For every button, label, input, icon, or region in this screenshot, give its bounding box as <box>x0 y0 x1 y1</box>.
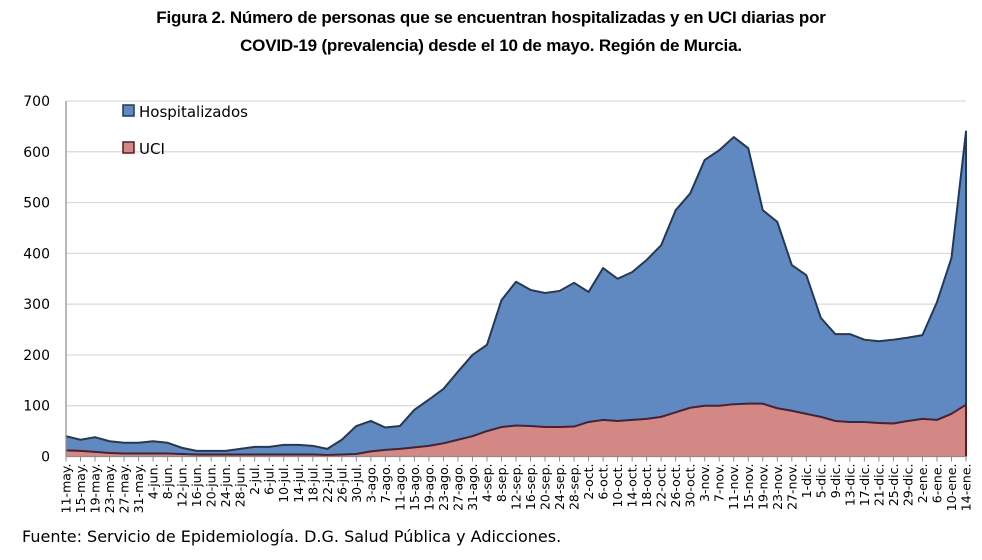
x-tick-label: 18-oct. <box>639 464 654 508</box>
x-tick-label: 8-sep. <box>494 464 509 503</box>
y-tick-label: 700 <box>23 94 50 110</box>
x-tick-label: 2-ene. <box>915 464 930 504</box>
x-tick-label: 15-may. <box>73 464 88 514</box>
x-tick-label: 2-jul. <box>247 464 262 495</box>
x-tick-label: 20-sep. <box>538 464 553 511</box>
x-tick-label: 28-sep. <box>567 464 582 511</box>
x-tick-label: 12-jun. <box>175 464 190 508</box>
legend-swatch-hospitalizados <box>122 104 135 117</box>
x-tick-label: 14-oct. <box>625 464 640 508</box>
chart-title-line-2: COVID-19 (prevalencia) desde el 10 de ma… <box>240 36 742 55</box>
x-tick-label: 11-nov. <box>726 464 741 510</box>
x-tick-label: 18-jul. <box>305 464 320 503</box>
x-axis-ticks: 11-may. 15-may. 19-may. 23-may. 27-may. 31-ma… <box>59 456 974 514</box>
x-tick-label: 13-dic. <box>842 464 857 507</box>
x-tick-label: 16-sep. <box>523 464 538 511</box>
line-uci <box>65 402 967 457</box>
x-tick-label: 6-oct. <box>596 464 611 500</box>
x-tick-label: 25-dic. <box>886 464 901 507</box>
x-tick-label: 23-nov. <box>770 464 785 510</box>
x-tick-label: 31-may. <box>131 464 146 514</box>
x-tick-label: 16-jun. <box>189 464 204 508</box>
x-tick-label: 30-oct. <box>683 464 698 508</box>
x-tick-label: 9-dic. <box>828 464 843 499</box>
x-tick-label: 14-jul. <box>291 464 306 503</box>
area-uci <box>66 403 966 457</box>
x-tick-label: 7-nov. <box>712 464 727 502</box>
x-tick-label: 24-jun. <box>218 464 233 508</box>
x-tick-label: 11-may. <box>59 464 74 514</box>
y-tick-label: 500 <box>23 196 50 212</box>
chart-title-line-1: Figura 2. Número de personas que se encu… <box>156 8 826 27</box>
x-tick-label: 4-jun. <box>146 464 161 500</box>
y-tick-label: 600 <box>23 145 50 161</box>
x-tick-label: 19-nov. <box>755 464 770 510</box>
x-tick-label: 11-ago. <box>392 464 407 511</box>
x-tick-label: 8-jun. <box>160 464 175 500</box>
x-tick-label: 10-jul. <box>276 464 291 503</box>
line-hospitalizados <box>65 130 967 457</box>
y-axis-ticks: 0 100 200 300 400 500 600 700 <box>23 94 50 466</box>
x-tick-label: 29-dic. <box>900 464 915 507</box>
x-tick-label: 19-may. <box>88 464 103 514</box>
chart-areas <box>65 130 967 457</box>
x-tick-label: 28-jun. <box>233 464 248 508</box>
x-tick-label: 3-ago. <box>363 464 378 503</box>
x-tick-label: 12-sep. <box>509 464 524 511</box>
y-tick-label: 200 <box>23 348 50 364</box>
x-tick-label: 31-ago. <box>465 464 480 511</box>
x-tick-label: 30-jul. <box>349 464 364 503</box>
legend-swatch-uci <box>122 141 135 154</box>
x-tick-label: 5-dic. <box>813 464 828 499</box>
x-tick-label: 27-nov. <box>784 464 799 510</box>
y-tick-label: 400 <box>23 246 50 262</box>
x-tick-label: 7-ago. <box>378 464 393 503</box>
x-tick-label: 24-sep. <box>552 464 567 511</box>
x-tick-label: 14-ene. <box>959 464 974 512</box>
x-tick-label: 1-dic. <box>799 464 814 499</box>
x-tick-label: 22-oct. <box>654 464 669 508</box>
x-tick-label: 3-nov. <box>697 464 712 502</box>
x-tick-label: 10-oct. <box>610 464 625 508</box>
x-tick-label: 4-sep. <box>479 464 494 503</box>
chart-title: Figura 2. Número de personas que se encu… <box>0 4 982 60</box>
y-tick-label: 0 <box>41 450 50 466</box>
x-tick-label: 15-ago. <box>407 464 422 511</box>
x-tick-label: 26-jul. <box>334 464 349 503</box>
legend: Hospitalizados UCI <box>122 103 248 158</box>
x-tick-label: 19-ago. <box>421 464 436 511</box>
y-tick-label: 300 <box>23 297 50 313</box>
x-tick-label: 27-ago. <box>450 464 465 511</box>
x-tick-label: 10-ene. <box>944 464 959 512</box>
legend-label-hospitalizados: Hospitalizados <box>139 103 248 121</box>
area-hospitalizados <box>66 131 966 457</box>
x-tick-label: 27-may. <box>117 464 132 514</box>
x-tick-label: 23-ago. <box>436 464 451 511</box>
y-tick-label: 100 <box>23 399 50 415</box>
source-note: Fuente: Servicio de Epidemiología. D.G. … <box>22 527 562 546</box>
x-tick-label: 23-may. <box>102 464 117 514</box>
x-tick-label: 21-dic. <box>871 464 886 507</box>
x-tick-label: 6-jul. <box>262 464 277 495</box>
x-tick-label: 15-nov. <box>741 464 756 510</box>
x-tick-label: 6-ene. <box>929 464 944 504</box>
x-tick-label: 26-oct. <box>668 464 683 508</box>
legend-label-uci: UCI <box>139 140 165 158</box>
x-tick-label: 2-oct. <box>581 464 596 500</box>
x-tick-label: 22-jul. <box>320 464 335 503</box>
x-tick-label: 20-jun. <box>204 464 219 508</box>
x-tick-label: 17-dic. <box>857 464 872 507</box>
